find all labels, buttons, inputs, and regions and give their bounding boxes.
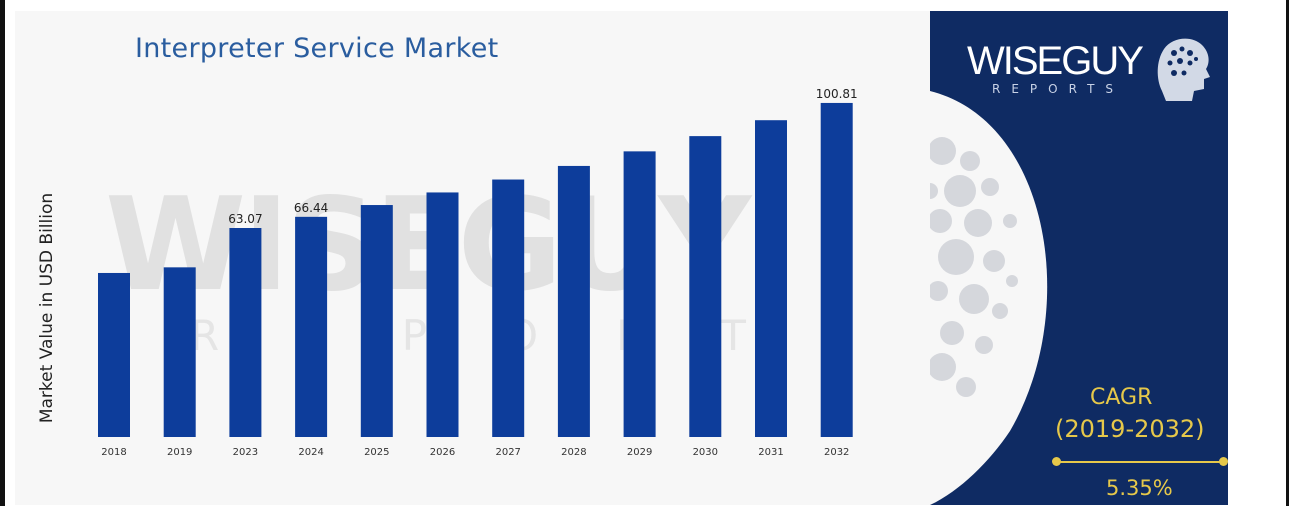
brand-panel: WISEGUY REPORTS CAGR (2019-2032) 5.35% [930, 11, 1228, 505]
cagr-value: 5.35% [1106, 476, 1173, 500]
bar-2031 [755, 120, 787, 438]
decor-dot [960, 151, 980, 171]
chart-title: Interpreter Service Market [135, 33, 499, 64]
decor-dot [1003, 214, 1017, 228]
cagr-divider [1056, 461, 1224, 463]
head-icon [1157, 38, 1210, 101]
left-border [0, 0, 5, 506]
decorative-dots [930, 91, 1048, 505]
decor-dot [992, 303, 1008, 319]
decor-dot [981, 178, 999, 196]
decor-dot [930, 209, 952, 233]
bar-2027 [492, 179, 525, 437]
x-tick-label: 2018 [101, 447, 126, 458]
decor-dot [940, 321, 964, 345]
decor-dot [959, 284, 989, 314]
decor-dot [944, 175, 976, 207]
bar-2024 [295, 216, 328, 437]
bar-2023 [229, 228, 262, 437]
bar-2029 [623, 151, 656, 437]
x-tick-label: 2030 [693, 447, 718, 458]
bar-chart: 2018 2019 2023 63.07 2024 66.44 2025 2026 2027 20… [98, 87, 858, 458]
x-tick-label: 2027 [495, 447, 520, 458]
infographic-card: WISEGUY REPORTS Interpreter Service Mark… [15, 11, 1228, 505]
x-tick-label: 2023 [233, 447, 258, 458]
bar-2030 [689, 136, 722, 438]
x-tick-label: 2032 [824, 447, 849, 458]
bar-2018 [98, 272, 130, 437]
right-border [1286, 0, 1289, 506]
decor-dot [930, 281, 948, 301]
decor-dot [930, 183, 938, 199]
decor-dot [964, 209, 992, 237]
x-tick-label: 2019 [167, 447, 192, 458]
decor-dot [983, 250, 1005, 272]
decor-dot [930, 137, 956, 165]
decor-dot [930, 353, 956, 381]
bar-2019 [163, 267, 196, 437]
data-label: 66.44 [294, 201, 328, 215]
x-tick-label: 2026 [430, 447, 455, 458]
data-label: 63.07 [228, 212, 262, 226]
bar-2026 [426, 192, 459, 437]
decor-dot [1006, 275, 1018, 287]
data-label: 100.81 [816, 87, 858, 101]
bar-2032 [820, 102, 853, 438]
cagr-line-dot-right [1219, 457, 1228, 466]
bar-2025 [360, 205, 393, 437]
brand-logo: WISEGUY [967, 39, 1144, 83]
x-tick-label: 2028 [561, 447, 586, 458]
decor-dot [975, 336, 993, 354]
decor-dot [956, 377, 976, 397]
cagr-label: CAGR [1090, 385, 1153, 410]
x-tick-label: 2031 [758, 447, 783, 458]
x-tick-label: 2025 [364, 447, 389, 458]
bar-2028 [557, 165, 590, 437]
cagr-period: (2019-2032) [1055, 415, 1205, 443]
brand-logo-sub: REPORTS [992, 82, 1125, 96]
decor-dot [938, 239, 974, 275]
x-tick-label: 2029 [627, 447, 652, 458]
x-tick-label: 2024 [298, 447, 323, 458]
